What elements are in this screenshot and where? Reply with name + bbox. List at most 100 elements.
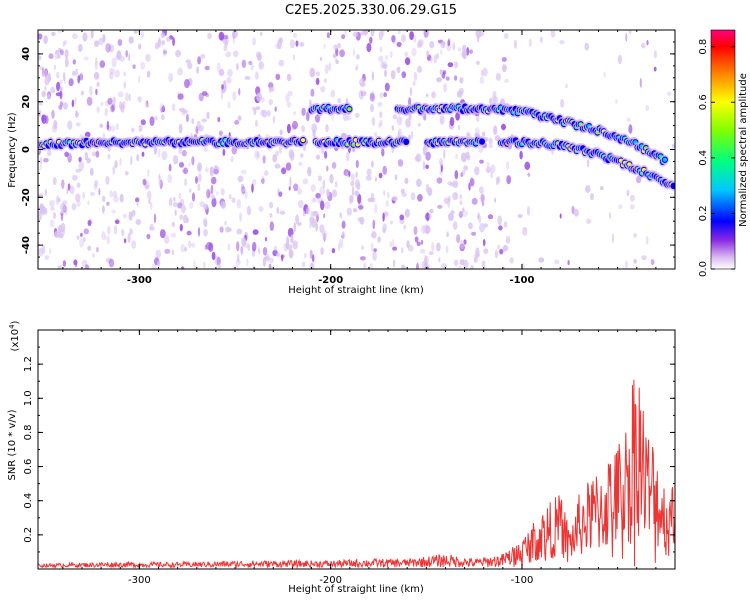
noise-mark: [302, 178, 309, 185]
noise-mark: [191, 156, 195, 166]
noise-mark: [384, 69, 387, 77]
noise-mark: [371, 71, 374, 81]
noise-mark: [319, 186, 325, 195]
noise-mark: [369, 91, 375, 100]
noise-mark: [187, 62, 193, 70]
noise-mark: [297, 199, 304, 209]
noise-mark: [107, 153, 111, 160]
colorbar: 0.0 0.2 0.4 0.6 0.8 Normalized spectral ampl…: [698, 29, 749, 277]
noise-mark: [114, 69, 120, 78]
noise-mark: [237, 175, 244, 183]
noise-mark: [59, 86, 63, 92]
noise-mark: [93, 183, 98, 191]
noise-mark: [91, 151, 97, 157]
noise-mark: [485, 166, 492, 174]
tick-label: 0.2: [698, 205, 709, 221]
noise-mark: [59, 49, 64, 56]
noise-mark: [138, 124, 143, 132]
noise-mark: [391, 196, 398, 202]
noise-mark: [347, 115, 352, 121]
noise-mark: [180, 243, 185, 253]
noise-mark: [67, 120, 73, 130]
noise-mark: [307, 166, 312, 177]
noise-mark: [305, 206, 310, 215]
noise-mark: [599, 186, 604, 191]
noise-mark: [331, 161, 337, 169]
noise-mark: [358, 205, 364, 210]
noise-mark: [559, 213, 562, 219]
noise-mark: [105, 43, 111, 53]
noise-mark: [251, 183, 254, 193]
noise-mark: [381, 30, 385, 37]
noise-mark: [315, 192, 321, 199]
noise-mark: [261, 175, 265, 185]
noise-mark: [492, 90, 497, 98]
noise-mark: [189, 201, 194, 209]
spectrogram-ticks: -300 -200 -100 40 20 0 -20 -40: [21, 29, 676, 286]
noise-mark: [490, 164, 496, 174]
noise-mark: [370, 242, 374, 251]
noise-mark: [666, 91, 672, 96]
noise-mark: [264, 170, 269, 176]
noise-mark: [559, 40, 565, 45]
noise-mark: [227, 243, 231, 251]
noise-mark: [436, 177, 443, 184]
noise-mark: [462, 49, 467, 60]
noise-mark: [449, 116, 455, 127]
noise-mark: [44, 188, 47, 197]
noise-mark: [332, 53, 337, 59]
tick-label: 0.0: [698, 261, 709, 277]
noise-mark: [244, 75, 251, 80]
noise-mark: [466, 154, 471, 161]
noise-mark: [125, 171, 129, 176]
noise-mark: [469, 49, 473, 54]
noise-mark: [207, 32, 213, 40]
noise-mark: [247, 243, 251, 251]
noise-mark: [279, 129, 283, 136]
noise-mark: [232, 30, 239, 39]
noise-mark: [166, 36, 171, 42]
noise-mark: [59, 79, 64, 85]
tick-label: -100: [509, 275, 534, 286]
noise-mark: [62, 260, 66, 267]
noise-mark: [225, 51, 232, 58]
noise-mark: [373, 203, 378, 214]
noise-mark: [95, 56, 98, 66]
noise-mark: [496, 176, 501, 184]
noise-mark: [161, 40, 166, 46]
noise-mark: [272, 154, 278, 163]
noise-mark: [324, 150, 328, 159]
noise-mark: [345, 152, 350, 162]
noise-mark: [151, 263, 157, 269]
noise-mark: [626, 117, 631, 123]
noise-mark: [322, 179, 326, 189]
noise-mark: [331, 189, 338, 198]
snr-panel: -300 -200 -100 0.2 0.4 0.6 0.8 1.0 1.2 Height of…: [7, 320, 676, 595]
noise-mark: [482, 239, 486, 247]
noise-mark: [83, 56, 89, 61]
noise-mark: [333, 44, 338, 51]
noise-mark: [355, 171, 358, 178]
noise-mark: [241, 59, 247, 68]
noise-mark: [331, 248, 336, 254]
noise-mark: [76, 182, 81, 188]
noise-mark: [286, 123, 291, 134]
noise-mark: [125, 49, 128, 58]
tick-label: 40: [21, 47, 32, 61]
noise-mark: [329, 173, 334, 184]
noise-mark: [449, 182, 455, 187]
noise-mark: [177, 67, 183, 76]
noise-mark: [56, 81, 61, 92]
noise-mark: [75, 122, 81, 127]
noise-mark: [262, 246, 268, 256]
noise-mark: [617, 54, 623, 65]
noise-mark: [145, 53, 151, 63]
noise-mark: [624, 260, 629, 269]
noise-mark: [324, 64, 329, 75]
noise-mark: [78, 161, 85, 171]
noise-mark: [87, 245, 92, 251]
noise-mark: [473, 256, 478, 263]
noise-mark: [117, 91, 124, 98]
noise-mark: [64, 49, 69, 59]
noise-mark: [326, 32, 330, 39]
